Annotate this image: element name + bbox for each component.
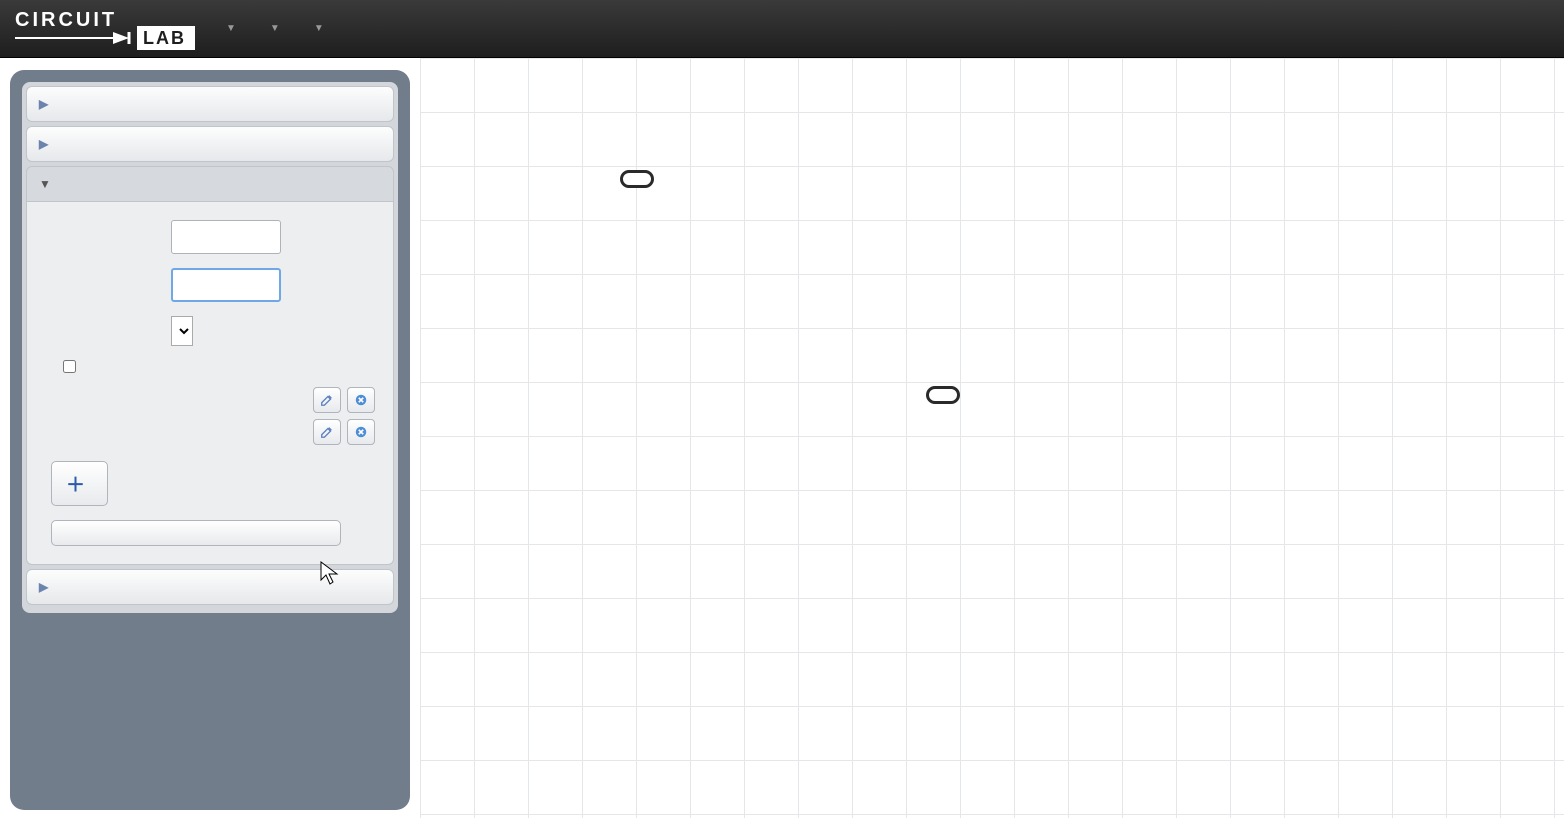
pencil-icon [320,393,334,407]
menu-items: ▼ ▼ ▼ [220,23,324,34]
chevron-down-icon: ▼ [226,23,236,34]
triangle-down-icon: ▼ [39,177,51,191]
pencil-icon [320,425,334,439]
close-circle-icon [354,393,368,407]
section-dc-sweep[interactable]: ▶ [26,126,394,162]
node-label-in[interactable] [620,170,654,188]
menu-file[interactable]: ▼ [220,23,236,34]
app-logo: CIRCUIT LAB [0,0,210,58]
menu-help[interactable]: ▼ [308,23,324,34]
row-time-step [51,268,375,302]
add-expression-button[interactable]: ＋ [51,461,108,506]
menubar: CIRCUIT LAB ▼ ▼ ▼ [0,0,1564,58]
section-dc[interactable]: ▶ [26,86,394,122]
schematic-drawing [420,58,1564,818]
close-circle-icon [354,425,368,439]
plus-icon: ＋ [66,470,85,497]
skip-initial-select[interactable] [171,316,193,346]
section-frequency-domain[interactable]: ▶ [26,569,394,605]
delete-output-button[interactable] [347,419,375,445]
node-label-out[interactable] [926,386,960,404]
edit-output-button[interactable] [313,419,341,445]
simulation-panel-inner: ▶ ▶ ▼ [22,82,398,613]
logo-text-top: CIRCUIT [15,9,117,31]
output-row [51,387,375,413]
time-domain-body: ＋ [26,202,394,565]
chevron-down-icon: ▼ [270,23,280,34]
menu-edit[interactable]: ▼ [264,23,280,34]
section-time-domain[interactable]: ▼ [26,166,394,202]
time-step-input[interactable] [171,268,281,302]
logo-text-bottom: LAB [143,28,186,48]
row-stop-time [51,220,375,254]
triangle-right-icon: ▶ [39,137,48,151]
stop-time-input[interactable] [171,220,281,254]
row-sweep-param [51,360,375,373]
triangle-right-icon: ▶ [39,580,48,594]
sweep-param-checkbox[interactable] [63,360,76,373]
output-row [51,419,375,445]
row-skip-initial [51,316,375,346]
simulation-panel: ▶ ▶ ▼ [10,70,410,810]
run-simulation-button[interactable] [51,520,341,546]
edit-output-button[interactable] [313,387,341,413]
chevron-down-icon: ▼ [314,23,324,34]
triangle-right-icon: ▶ [39,97,48,111]
delete-output-button[interactable] [347,387,375,413]
schematic-canvas[interactable] [420,58,1564,818]
